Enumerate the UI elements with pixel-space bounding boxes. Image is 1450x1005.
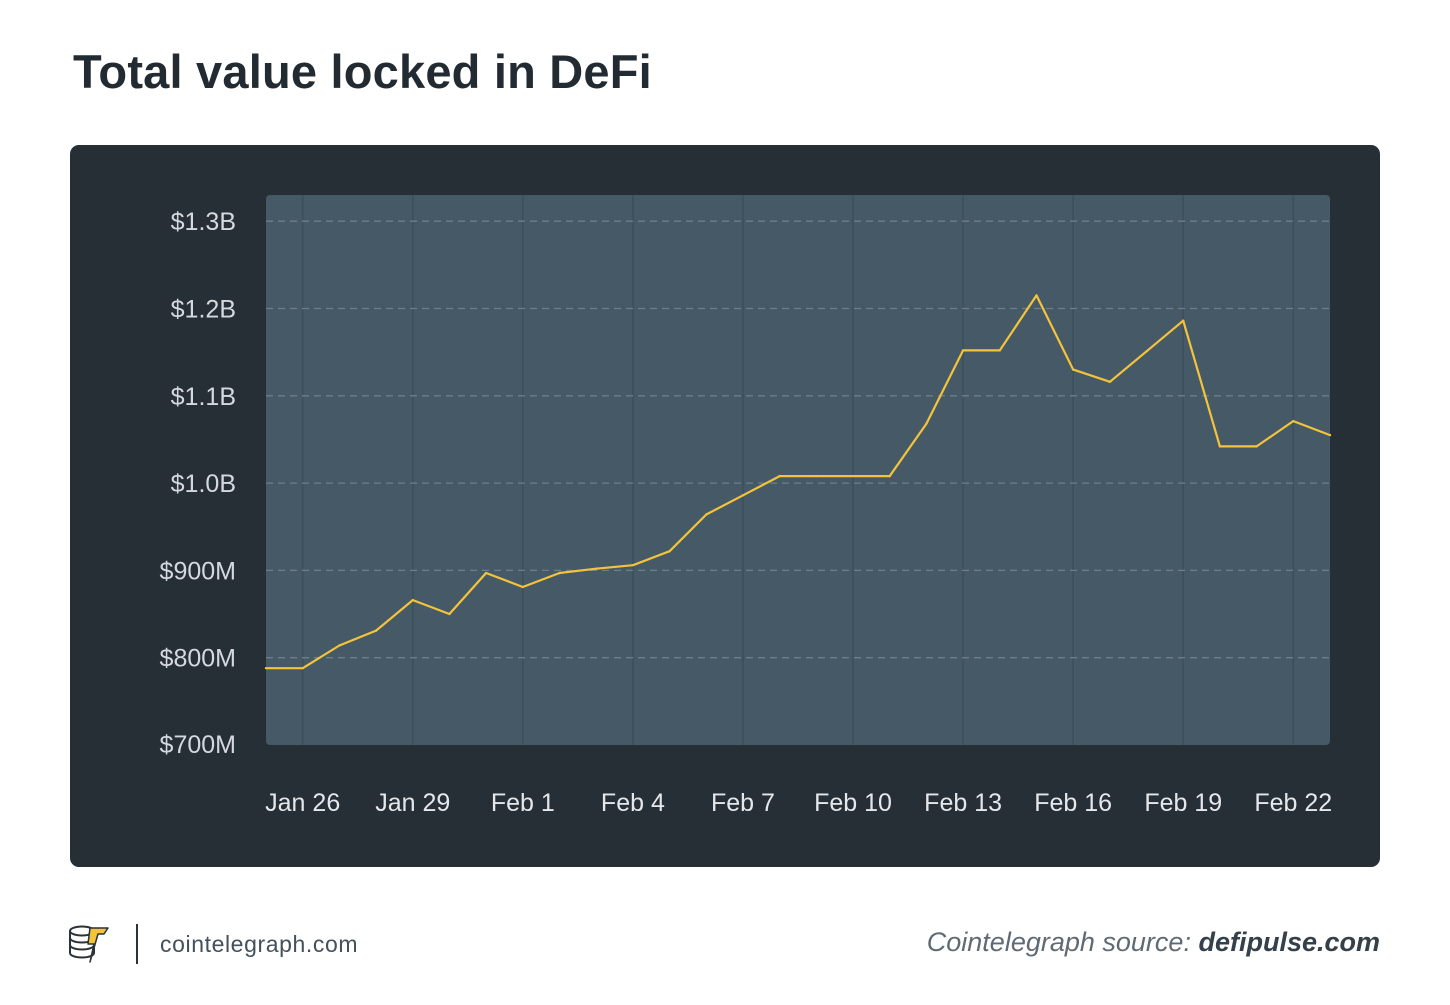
x-tick-label: Feb 16 (1034, 789, 1112, 817)
source-link[interactable]: defipulse.com (1198, 927, 1380, 957)
data-point (264, 666, 268, 670)
data-point (1071, 368, 1075, 371)
data-point (925, 422, 928, 425)
data-point (668, 549, 671, 553)
data-point (521, 585, 525, 589)
data-point (595, 567, 598, 570)
site-name: cointelegraph.com (160, 930, 359, 957)
data-point (484, 571, 488, 575)
data-point (1292, 419, 1295, 423)
data-point (631, 563, 635, 567)
x-tick-label: Jan 29 (375, 789, 450, 817)
y-tick-label: $700M (160, 731, 236, 759)
x-tick-label: Jan 26 (265, 789, 340, 817)
y-tick-label: $1.1B (171, 383, 236, 411)
footer-divider (136, 924, 138, 964)
data-point (815, 474, 818, 478)
line-chart: Jan 26 Jan 29 Feb 1 Feb 4 Feb 7 Feb 10 Feb 13 F… (160, 195, 1332, 817)
x-tick-label: Feb 7 (711, 789, 775, 817)
data-point (741, 494, 745, 497)
x-tick-label: Feb 1 (491, 789, 555, 817)
data-point (888, 474, 891, 478)
chart-title: Total value locked in DeFi (73, 45, 652, 98)
x-tick-label: Feb 22 (1254, 789, 1332, 817)
data-point (1182, 319, 1185, 322)
data-point (851, 474, 855, 478)
y-tick-label: $1.0B (171, 470, 236, 498)
data-point (1218, 445, 1222, 448)
plot-area (266, 195, 1330, 745)
source-label: Cointelegraph source: (926, 927, 1199, 957)
cointelegraph-logo-icon (69, 925, 109, 963)
data-point (998, 349, 1001, 352)
x-tick-label: Feb 10 (814, 789, 892, 817)
y-tick-label: $1.3B (171, 208, 236, 236)
data-point (1255, 445, 1258, 448)
x-tick-label: Feb 4 (601, 789, 665, 817)
data-point (448, 612, 451, 616)
data-point (705, 513, 708, 516)
data-point (301, 666, 304, 670)
source-credit: Cointelegraph source: defipulse.com (927, 927, 1380, 958)
tvl-series-line (266, 294, 1331, 670)
data-point (1108, 380, 1112, 384)
data-point (338, 644, 341, 647)
data-point (778, 474, 781, 478)
data-point (1328, 433, 1332, 437)
data-point (1145, 350, 1148, 353)
x-tick-label: Feb 19 (1144, 789, 1222, 817)
data-point (558, 571, 561, 575)
data-point (411, 598, 414, 602)
chart-card: Jan 26 Jan 29 Feb 1 Feb 4 Feb 7 Feb 10 Feb 13 F… (70, 145, 1380, 867)
data-point (374, 629, 378, 632)
footer-brand: cointelegraph.com (68, 922, 358, 966)
y-tick-label: $800M (160, 645, 236, 673)
x-tick-label: Feb 13 (924, 789, 1002, 817)
data-point (1035, 294, 1038, 297)
y-tick-label: $1.2B (171, 295, 236, 323)
data-point (961, 349, 965, 352)
y-tick-label: $900M (160, 557, 236, 585)
